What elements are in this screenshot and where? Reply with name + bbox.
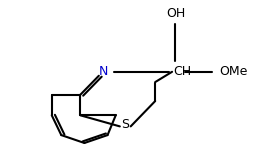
Text: OMe: OMe — [219, 65, 248, 78]
Text: OH: OH — [166, 7, 185, 20]
Text: S: S — [121, 118, 129, 131]
Text: CH: CH — [173, 65, 191, 78]
Text: N: N — [99, 65, 108, 78]
